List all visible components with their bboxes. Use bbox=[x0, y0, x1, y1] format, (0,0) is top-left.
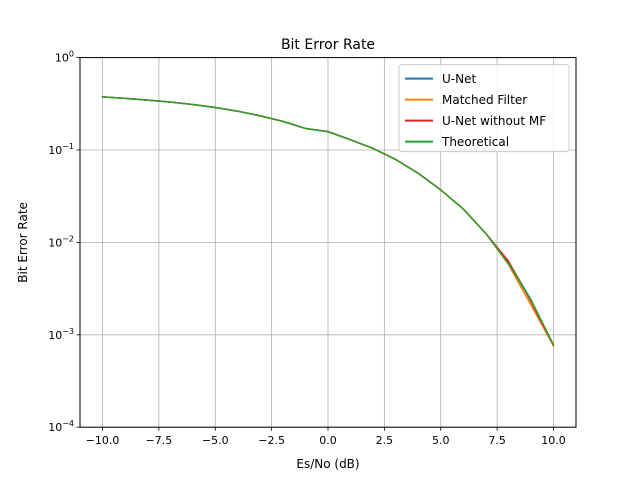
legend-label: U-Net bbox=[442, 72, 476, 86]
x-tick-label: −5.0 bbox=[202, 434, 229, 447]
y-tick-label: 10−2 bbox=[48, 234, 74, 249]
y-tick-label: 100 bbox=[55, 50, 74, 65]
x-tick-label: 2.5 bbox=[376, 434, 394, 447]
series-line-4 bbox=[101, 96, 555, 346]
legend-label: Matched Filter bbox=[442, 93, 527, 107]
y-tick-label: 10−4 bbox=[48, 419, 74, 434]
x-tick-label: 10.0 bbox=[541, 434, 566, 447]
y-tick-label: 10−3 bbox=[48, 327, 74, 342]
x-tick-label: −10.0 bbox=[86, 434, 120, 447]
legend-label: U-Net without MF bbox=[442, 114, 546, 128]
x-tick-label: 0.0 bbox=[319, 434, 337, 447]
legend-label: Theoretical bbox=[441, 135, 509, 149]
y-axis-label: Bit Error Rate bbox=[16, 202, 30, 283]
series-lines bbox=[101, 96, 555, 347]
x-tick-label: −7.5 bbox=[146, 434, 173, 447]
y-tick-label: 10−1 bbox=[48, 142, 74, 157]
legend-box bbox=[398, 64, 570, 153]
x-tick-label: 7.5 bbox=[488, 434, 506, 447]
y-axis: 10−4 10−3 10−2 10−1 100 bbox=[48, 50, 80, 434]
legend: U-Net Matched Filter U-Net without MF Theor… bbox=[398, 64, 570, 153]
x-axis: −10.0 −7.5 −5.0 −2.5 0.0 2.5 5.0 7.5 10.0 bbox=[86, 427, 566, 447]
x-axis-label: Es/No (dB) bbox=[296, 457, 359, 471]
chart-title: Bit Error Rate bbox=[281, 37, 375, 53]
x-tick-label: −2.5 bbox=[258, 434, 285, 447]
x-tick-label: 5.0 bbox=[432, 434, 450, 447]
